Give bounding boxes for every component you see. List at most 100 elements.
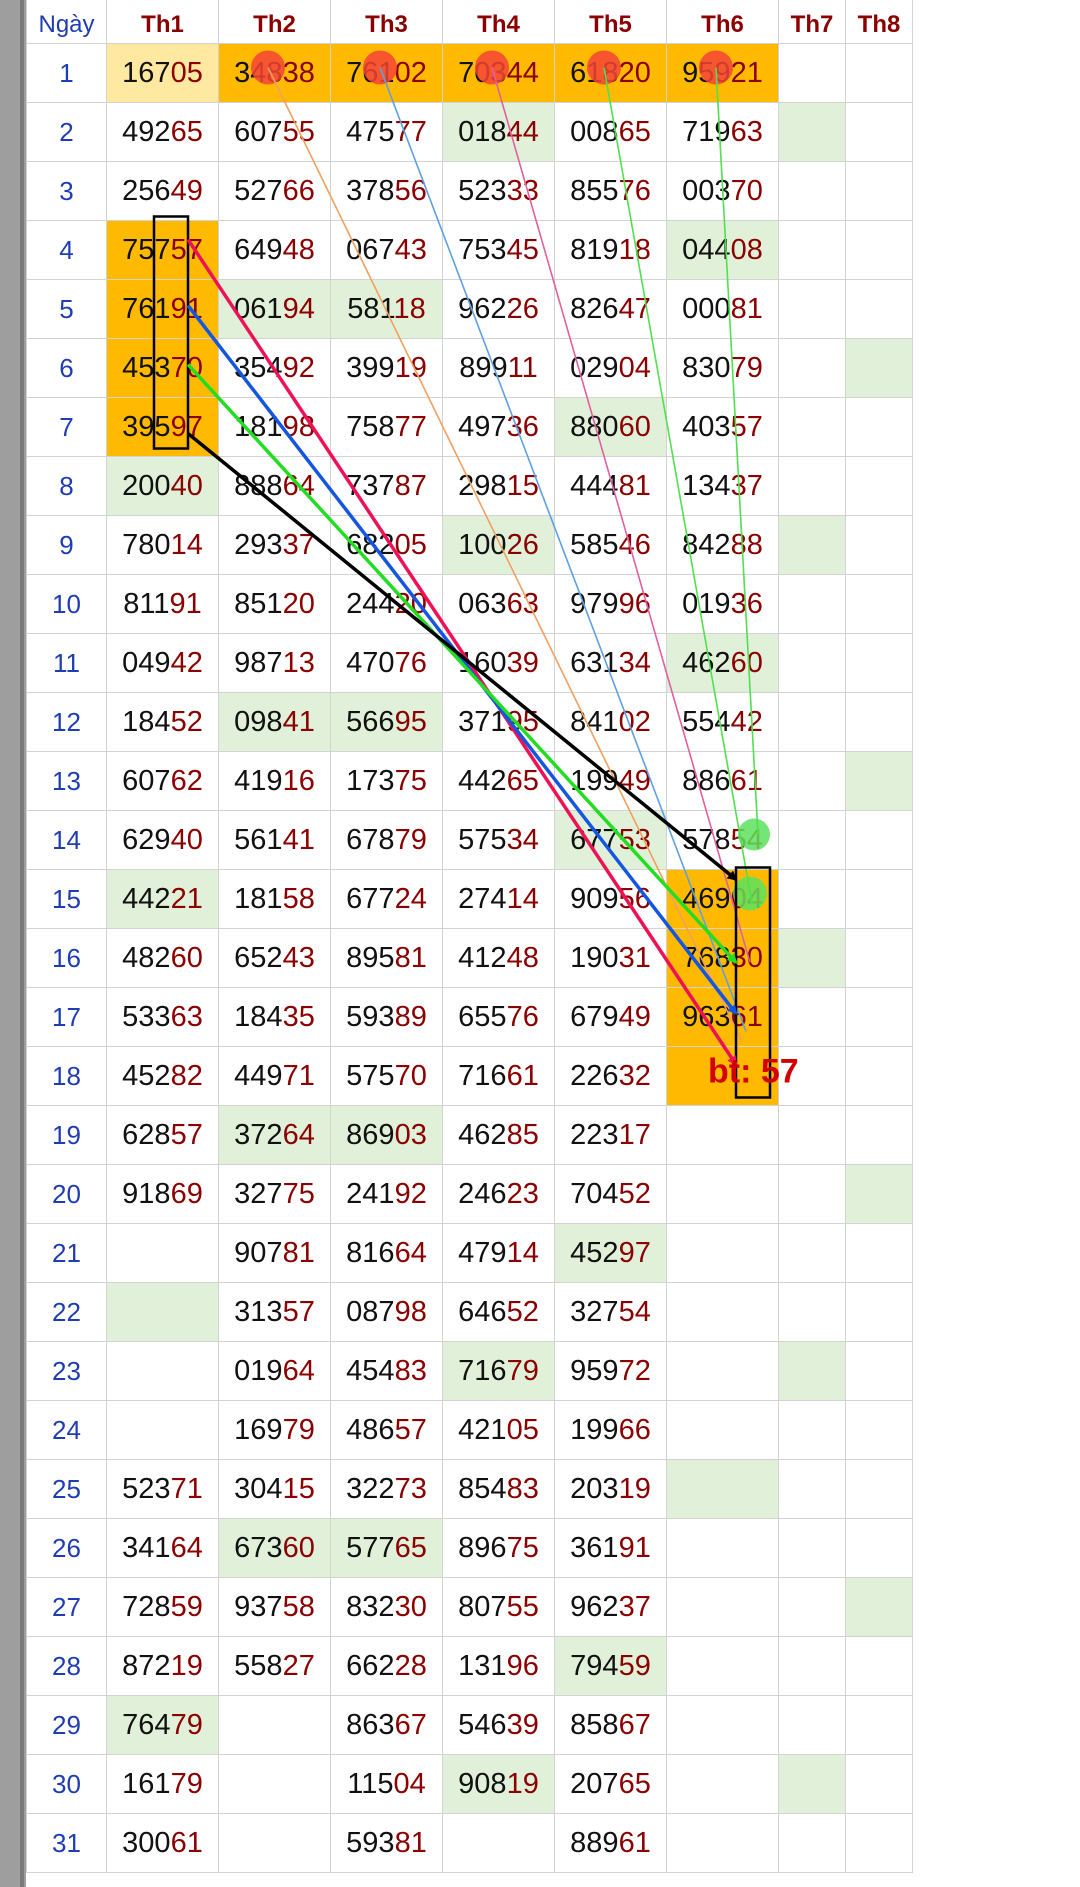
result-cell: 19949	[554, 751, 667, 811]
result-cell: 30415	[218, 1459, 331, 1519]
table-row: 9 78014 29337 68205 10026 58546 84288	[26, 515, 913, 575]
result-cell	[778, 397, 846, 457]
result-cell: 22632	[554, 1046, 667, 1106]
result-cell: 85483	[442, 1459, 555, 1519]
result-cell: 16979	[218, 1400, 331, 1460]
result-cell: 62940	[106, 810, 219, 870]
result-cell: 46260	[666, 633, 779, 693]
result-cell: 76479	[106, 1695, 219, 1755]
result-cell: 55442	[666, 692, 779, 752]
result-cell: 06194	[218, 279, 331, 339]
result-cell: 96361	[666, 987, 779, 1047]
table-row: 28 87219 55827 66228 13196 79459	[26, 1636, 913, 1696]
result-cell: 47577	[330, 102, 443, 162]
result-cell	[845, 928, 913, 988]
result-cell	[778, 751, 846, 811]
day-cell: 8	[26, 456, 107, 516]
result-cell: 47914	[442, 1223, 555, 1283]
month-header-th6: Th6	[666, 0, 779, 44]
result-cell: 47076	[330, 633, 443, 693]
result-cell: 18198	[218, 397, 331, 457]
result-cell	[106, 1341, 219, 1401]
result-cell: 88961	[554, 1813, 667, 1873]
result-cell: 65576	[442, 987, 555, 1047]
result-cell: 46285	[442, 1105, 555, 1165]
table-row: 8 20040 88864 73787 29815 44481 13437	[26, 456, 913, 516]
result-cell: 64948	[218, 220, 331, 280]
result-cell: 66228	[330, 1636, 443, 1696]
day-cell: 16	[26, 928, 107, 988]
result-cell	[845, 1223, 913, 1283]
result-cell: 88661	[666, 751, 779, 811]
result-cell: 56695	[330, 692, 443, 752]
result-cell: 76191	[106, 279, 219, 339]
result-cell: 68205	[330, 515, 443, 575]
day-cell: 31	[26, 1813, 107, 1873]
result-cell	[666, 1223, 779, 1283]
result-cell	[845, 692, 913, 752]
left-border-line	[20, 0, 24, 1887]
result-cell: 90819	[442, 1754, 555, 1814]
day-cell: 24	[26, 1400, 107, 1460]
result-cell	[845, 574, 913, 634]
result-cell: 40357	[666, 397, 779, 457]
result-cell	[106, 1400, 219, 1460]
result-cell	[845, 43, 913, 103]
result-cell	[778, 574, 846, 634]
result-cell: 29815	[442, 456, 555, 516]
table-row: 30 16179 11504 90819 20765	[26, 1754, 913, 1814]
result-cell: 70452	[554, 1164, 667, 1224]
result-cell	[666, 1577, 779, 1637]
table-row: 19 62857 37264 86903 46285 22317	[26, 1105, 913, 1165]
result-cell: 55827	[218, 1636, 331, 1696]
day-cell: 21	[26, 1223, 107, 1283]
day-cell: 26	[26, 1518, 107, 1578]
day-cell: 22	[26, 1282, 107, 1342]
day-cell: 25	[26, 1459, 107, 1519]
result-cell: 58118	[330, 279, 443, 339]
result-cell: 67949	[554, 987, 667, 1047]
result-cell: 01964	[218, 1341, 331, 1401]
day-cell: 23	[26, 1341, 107, 1401]
result-cell: 61820	[554, 43, 667, 103]
day-cell: 29	[26, 1695, 107, 1755]
result-cell: 17375	[330, 751, 443, 811]
result-cell: 59381	[330, 1813, 443, 1873]
result-cell	[845, 279, 913, 339]
result-cell: 57765	[330, 1518, 443, 1578]
result-cell: 95972	[554, 1341, 667, 1401]
result-cell: 75877	[330, 397, 443, 457]
result-cell: 88060	[554, 397, 667, 457]
result-cell: 20040	[106, 456, 219, 516]
result-cell: 22317	[554, 1105, 667, 1165]
result-cell: 84288	[666, 515, 779, 575]
result-cell: 44221	[106, 869, 219, 929]
result-cell	[845, 1105, 913, 1165]
day-cell: 9	[26, 515, 107, 575]
result-cell	[845, 102, 913, 162]
result-cell: 98713	[218, 633, 331, 693]
result-cell: 96226	[442, 279, 555, 339]
result-cell: 11504	[330, 1754, 443, 1814]
result-cell: 36191	[554, 1518, 667, 1578]
result-cell: 58546	[554, 515, 667, 575]
result-cell: 48260	[106, 928, 219, 988]
day-cell: 12	[26, 692, 107, 752]
result-cell: 71679	[442, 1341, 555, 1401]
day-cell: 10	[26, 574, 107, 634]
result-cell: 88864	[218, 456, 331, 516]
result-cell: 75345	[442, 220, 555, 280]
result-cell: 59389	[330, 987, 443, 1047]
result-cell	[218, 1695, 331, 1755]
result-cell: 89675	[442, 1518, 555, 1578]
result-cell: 76102	[330, 43, 443, 103]
result-cell	[845, 751, 913, 811]
result-cell: 97996	[554, 574, 667, 634]
result-cell	[442, 1813, 555, 1873]
table-row: 16 48260 65243 89581 41248 19031 76830	[26, 928, 913, 988]
result-cell	[845, 1459, 913, 1519]
result-cell: 24420	[330, 574, 443, 634]
result-cell: 00081	[666, 279, 779, 339]
result-cell: 00865	[554, 102, 667, 162]
result-cell	[845, 1046, 913, 1106]
